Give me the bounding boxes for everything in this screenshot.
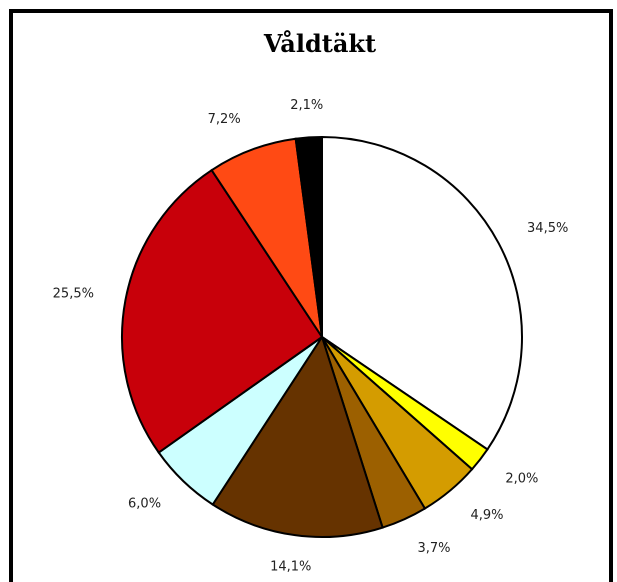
pie-slice xyxy=(294,135,323,338)
data-label: 3,7% xyxy=(417,541,450,556)
data-label: 6,0% xyxy=(128,497,161,512)
data-label: 34,5% xyxy=(527,221,568,236)
pie-slice xyxy=(321,135,523,451)
chart-title: Våldtäkt xyxy=(263,29,376,58)
data-label: 2,0% xyxy=(505,472,538,487)
data-label: 2,1% xyxy=(290,98,323,113)
data-label: 7,2% xyxy=(208,112,241,127)
pie-slice xyxy=(121,168,324,454)
data-label: 14,1% xyxy=(270,559,311,574)
data-label: 4,9% xyxy=(470,508,503,523)
data-label: 25,5% xyxy=(53,287,94,302)
pie-slice xyxy=(211,334,384,538)
chart-frame xyxy=(9,9,613,582)
